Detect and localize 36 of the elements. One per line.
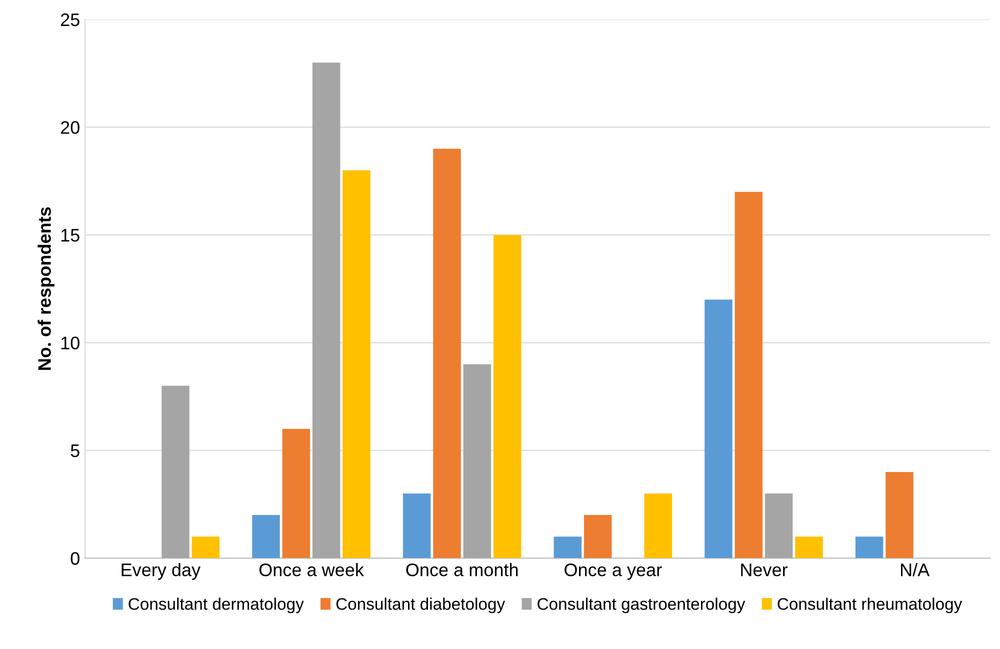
y-tick-label: 0 bbox=[70, 552, 80, 565]
y-tick-label: 5 bbox=[70, 444, 80, 458]
bar bbox=[795, 536, 823, 558]
y-tick-label: 15 bbox=[61, 229, 80, 242]
bar bbox=[554, 536, 582, 558]
y-tick-label: 10 bbox=[61, 336, 80, 350]
bar bbox=[855, 536, 884, 558]
x-tick-label: Once a year bbox=[564, 563, 662, 580]
bar bbox=[433, 148, 461, 558]
legend-label: Consultant rheumatology bbox=[778, 598, 962, 614]
bar bbox=[463, 364, 492, 558]
y-tick-label: 25 bbox=[60, 13, 80, 26]
x-tick-label: Once a month bbox=[406, 563, 518, 576]
bar bbox=[192, 536, 220, 558]
x-tick-label: Once a week bbox=[259, 563, 364, 576]
bar bbox=[764, 494, 793, 558]
x-tick-label: Never bbox=[741, 564, 788, 576]
bar bbox=[493, 234, 522, 558]
bar bbox=[734, 192, 763, 558]
bar bbox=[312, 62, 340, 558]
bar bbox=[644, 494, 672, 558]
bar bbox=[342, 170, 370, 558]
bar bbox=[402, 494, 431, 558]
y-tick-label: 20 bbox=[60, 121, 80, 134]
x-tick-label: Every day bbox=[122, 563, 201, 580]
legend-label: Consultant diabetology bbox=[336, 598, 506, 614]
bar bbox=[282, 428, 310, 558]
legend-label: Consultant dermatology bbox=[128, 598, 304, 614]
bar bbox=[162, 386, 190, 558]
bar bbox=[584, 515, 612, 558]
bar bbox=[704, 300, 732, 558]
y-axis-title: No. of respondents bbox=[38, 207, 54, 370]
x-tick-label: N/A bbox=[901, 563, 930, 576]
bar bbox=[252, 515, 280, 558]
bar bbox=[886, 472, 914, 558]
legend-label: Consultant gastroenterology bbox=[538, 598, 746, 614]
